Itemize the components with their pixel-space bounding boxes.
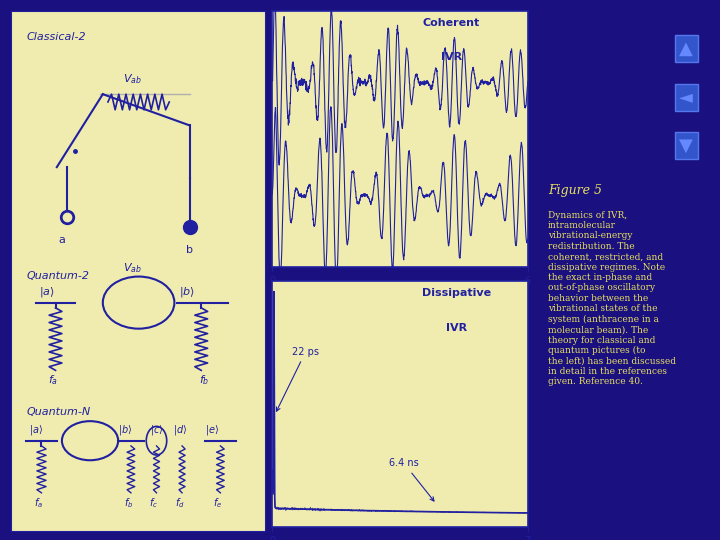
Text: b: b <box>186 245 193 255</box>
Text: $f_b$: $f_b$ <box>199 373 209 387</box>
Text: Dissipative: Dissipative <box>422 288 491 298</box>
Text: ▲: ▲ <box>680 39 693 58</box>
Text: $f_e$: $f_e$ <box>213 496 222 510</box>
Text: $|b\rangle$: $|b\rangle$ <box>179 285 196 299</box>
Text: Classical-2: Classical-2 <box>26 32 86 42</box>
FancyBboxPatch shape <box>11 11 266 532</box>
Text: $|a\rangle$: $|a\rangle$ <box>29 423 43 437</box>
Text: ◄: ◄ <box>680 88 693 106</box>
Text: $f_d$: $f_d$ <box>175 496 184 510</box>
Text: $f_c$: $f_c$ <box>150 496 158 510</box>
Text: $f_a$: $f_a$ <box>48 373 58 387</box>
Text: ▼: ▼ <box>680 137 693 155</box>
Text: Quantum-2: Quantum-2 <box>26 271 89 281</box>
Text: $f_a$: $f_a$ <box>35 496 43 510</box>
Text: 22 ps: 22 ps <box>276 347 319 411</box>
Text: Coherent: Coherent <box>423 18 480 29</box>
Text: $|a\rangle$: $|a\rangle$ <box>39 285 55 299</box>
Text: $V_{ab}$: $V_{ab}$ <box>123 261 142 275</box>
Text: $|c\rangle$: $|c\rangle$ <box>150 423 163 437</box>
Text: IVR: IVR <box>441 52 462 62</box>
Text: Figure 5: Figure 5 <box>548 184 602 197</box>
Text: 6.4 ns: 6.4 ns <box>389 458 434 501</box>
Text: Quantum-N: Quantum-N <box>26 407 91 417</box>
Text: a: a <box>58 235 66 245</box>
Text: IVR: IVR <box>446 322 467 333</box>
Text: $|e\rangle$: $|e\rangle$ <box>205 423 220 437</box>
Text: $|d\rangle$: $|d\rangle$ <box>173 423 187 437</box>
Text: Dynamics of IVR,
intramolecular
vibrational-energy
redistribution. The
coherent,: Dynamics of IVR, intramolecular vibratio… <box>548 211 676 386</box>
Text: $V_{ab}$: $V_{ab}$ <box>123 72 142 86</box>
X-axis label: Time (nsec): Time (nsec) <box>372 288 428 298</box>
Text: $|b\rangle$: $|b\rangle$ <box>118 423 132 437</box>
Text: $f_b$: $f_b$ <box>124 496 133 510</box>
